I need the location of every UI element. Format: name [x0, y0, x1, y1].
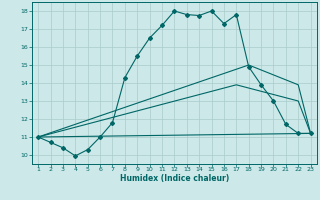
X-axis label: Humidex (Indice chaleur): Humidex (Indice chaleur) — [120, 174, 229, 183]
